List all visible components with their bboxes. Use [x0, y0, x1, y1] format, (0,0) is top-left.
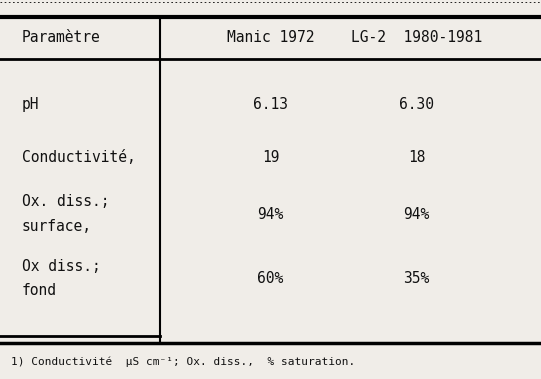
Text: Ox diss.;: Ox diss.;	[22, 259, 101, 274]
Text: 94%: 94%	[258, 207, 283, 222]
Text: 1) Conductivité  µS cm⁻¹; Ox. diss.,  % saturation.: 1) Conductivité µS cm⁻¹; Ox. diss., % sa…	[11, 357, 355, 367]
Text: 19: 19	[262, 150, 279, 165]
Text: fond: fond	[22, 283, 57, 298]
Text: surface,: surface,	[22, 219, 91, 234]
Text: LG-2  1980-1981: LG-2 1980-1981	[351, 30, 482, 45]
Text: Conductivité,: Conductivité,	[22, 150, 135, 165]
Text: Manic 1972: Manic 1972	[227, 30, 314, 45]
Text: 60%: 60%	[258, 271, 283, 286]
Text: Ox. diss.;: Ox. diss.;	[22, 194, 109, 209]
Text: 6.30: 6.30	[399, 97, 434, 112]
Text: 6.13: 6.13	[253, 97, 288, 112]
Text: 94%: 94%	[404, 207, 430, 222]
Text: pH: pH	[22, 97, 39, 112]
Text: 35%: 35%	[404, 271, 430, 286]
Text: 18: 18	[408, 150, 425, 165]
Text: Paramètre: Paramètre	[22, 30, 101, 45]
